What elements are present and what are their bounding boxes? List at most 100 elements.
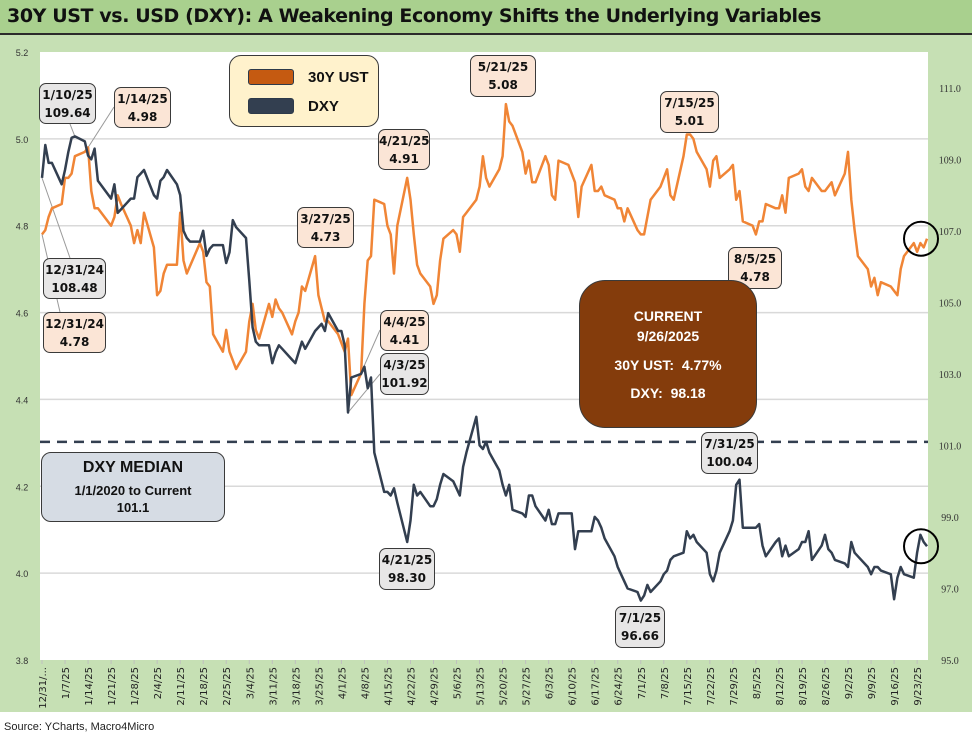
x-tick-label: 2/18/25: [199, 667, 210, 706]
series-30y-ust-line: [41, 102, 929, 397]
x-tick-label: 5/27/25: [522, 667, 533, 706]
x-tick-label: 4/15/25: [383, 667, 394, 706]
y-left-tick-label: 3.8: [16, 656, 29, 666]
x-tick-label: 2/4/25: [153, 667, 164, 699]
legend: 30Y UST DXY: [229, 55, 379, 127]
y-left-tick-label: 4.4: [16, 395, 29, 405]
x-tick-label: 6/3/25: [545, 667, 556, 699]
legend-label: 30Y UST: [308, 68, 369, 86]
y-right-tick-label: 109.0: [939, 155, 962, 166]
dxy-median-box: DXY MEDIAN 1/1/2020 to Current 101.1: [41, 452, 225, 522]
x-tick-label: 4/22/25: [406, 667, 417, 706]
x-tick-label: 1/14/25: [84, 667, 95, 706]
y-right-tick-label: 107.0: [939, 227, 962, 238]
x-tick-label: 1/21/25: [107, 667, 118, 706]
callout-date: 4/21/25: [379, 134, 430, 148]
current-ust-highlight-circle: [903, 220, 939, 257]
callout-date: 7/1/25: [618, 611, 662, 625]
callout-date: 5/21/25: [477, 60, 529, 74]
title-bar: 30Y UST vs. USD (DXY): A Weakening Econo…: [0, 0, 972, 35]
callout-dxy-7-31: 7/31/25 100.04: [701, 432, 758, 474]
y-left-tick-label: 4.0: [16, 569, 29, 579]
callout-ust-1-14: 1/14/25 4.98: [114, 87, 171, 128]
x-tick-label: 4/8/25: [360, 667, 371, 699]
x-tick-label: 8/26/25: [821, 667, 832, 706]
callout-value: 4.73: [310, 230, 341, 244]
callout-value: 101.92: [381, 376, 428, 390]
callout-value: 4.91: [389, 152, 419, 166]
callout-value: 4.41: [389, 333, 420, 347]
series-dxy-line: [40, 135, 928, 602]
callout-value: 98.30: [388, 571, 426, 585]
x-tick-label: 8/19/25: [798, 667, 809, 706]
callout-value: 4.78: [59, 335, 90, 349]
legend-swatch-dxy: [248, 98, 294, 114]
callout-ust-4-4: 4/4/25 4.41: [380, 310, 429, 351]
callout-ust-12-31: 12/31/24 4.78: [43, 312, 106, 353]
callout-value: 5.01: [674, 114, 705, 128]
x-tick-label: 3/25/25: [314, 667, 325, 706]
chart-title: 30Y UST vs. USD (DXY): A Weakening Econo…: [7, 5, 822, 27]
y-right-tick-label: 99.0: [941, 513, 959, 524]
x-tick-label: 3/4/25: [245, 667, 256, 699]
callout-ust-5-21: 5/21/25 5.08: [470, 55, 536, 97]
callout-date: 12/31/24: [45, 263, 104, 277]
x-tick-label: 7/1/25: [637, 667, 648, 699]
callout-date: 4/21/25: [381, 553, 433, 567]
callout-dxy-1-10: 1/10/25 109.64: [39, 83, 96, 124]
x-tick-label: 5/13/25: [476, 667, 487, 706]
callout-date: 4/4/25: [383, 315, 426, 329]
callout-dxy-7-1: 7/1/25 96.66: [615, 606, 665, 648]
legend-item-dxy: DXY: [248, 97, 339, 115]
current-dxy: DXY: 98.18: [630, 385, 706, 401]
y-left-tick-label: 4.2: [16, 482, 29, 492]
y-right-tick-label: 95.0: [941, 656, 959, 667]
legend-swatch-30y-ust: [248, 69, 294, 85]
x-tick-label: 5/20/25: [499, 667, 510, 706]
x-tick-label: 1/7/25: [61, 667, 72, 699]
x-tick-label: 7/22/25: [706, 667, 717, 706]
x-tick-label: 4/1/25: [337, 667, 348, 699]
x-tick-label: 6/24/25: [614, 667, 625, 706]
x-tick-label: 6/17/25: [591, 667, 602, 706]
callout-value: 100.04: [706, 455, 753, 469]
source-note: Source: YCharts, Macro4Micro: [4, 721, 155, 733]
median-value: 101.1: [116, 500, 150, 515]
callout-ust-3-27: 3/27/25 4.73: [297, 207, 354, 248]
callout-ust-4-21: 4/21/25 4.91: [378, 129, 430, 170]
callout-leader-line: [69, 123, 76, 137]
x-tick-label: 5/6/25: [453, 667, 464, 699]
x-tick-label: 9/2/25: [844, 667, 855, 699]
callout-value: 4.78: [740, 270, 770, 284]
callout-value: 4.98: [127, 110, 158, 124]
callout-leader-line: [87, 106, 115, 148]
callout-value: 108.48: [51, 281, 98, 295]
callout-date: 1/14/25: [117, 92, 168, 106]
current-values-box: CURRENT 9/26/2025 30Y UST: 4.77% DXY: 98…: [579, 280, 757, 428]
x-tick-label: 9/16/25: [890, 667, 901, 706]
y-left-tick-label: 4.8: [16, 222, 29, 232]
x-tick-label: 8/12/25: [775, 667, 786, 706]
y-right-tick-label: 105.0: [939, 298, 962, 309]
callout-dxy-4-3: 4/3/25 101.92: [380, 353, 429, 395]
callout-date: 3/27/25: [300, 212, 351, 226]
x-tick-label: 7/8/25: [660, 667, 671, 699]
callout-ust-7-15: 7/15/25 5.01: [660, 91, 719, 133]
x-tick-label: 2/25/25: [222, 667, 233, 706]
x-tick-label: 6/10/25: [568, 667, 579, 706]
x-tick-label: 4/29/25: [430, 667, 441, 706]
callout-date: 4/3/25: [383, 358, 426, 372]
x-tick-label: 3/18/25: [291, 667, 302, 706]
callout-date: 12/31/24: [45, 317, 104, 331]
callout-date: 7/31/25: [704, 437, 755, 451]
callout-value: 109.64: [44, 106, 91, 120]
plot-area: [40, 52, 928, 660]
median-range: 1/1/2020 to Current: [74, 483, 192, 498]
callout-date: 1/10/25: [42, 88, 93, 102]
current-date: 9/26/2025: [636, 328, 700, 344]
x-tick-label: 8/5/25: [752, 667, 763, 699]
callout-dxy-12-31: 12/31/24 108.48: [43, 258, 106, 299]
x-tick-label: 12/31/...: [38, 667, 49, 709]
callout-leader-line: [347, 373, 381, 413]
callout-date: 8/5/25: [733, 252, 777, 266]
